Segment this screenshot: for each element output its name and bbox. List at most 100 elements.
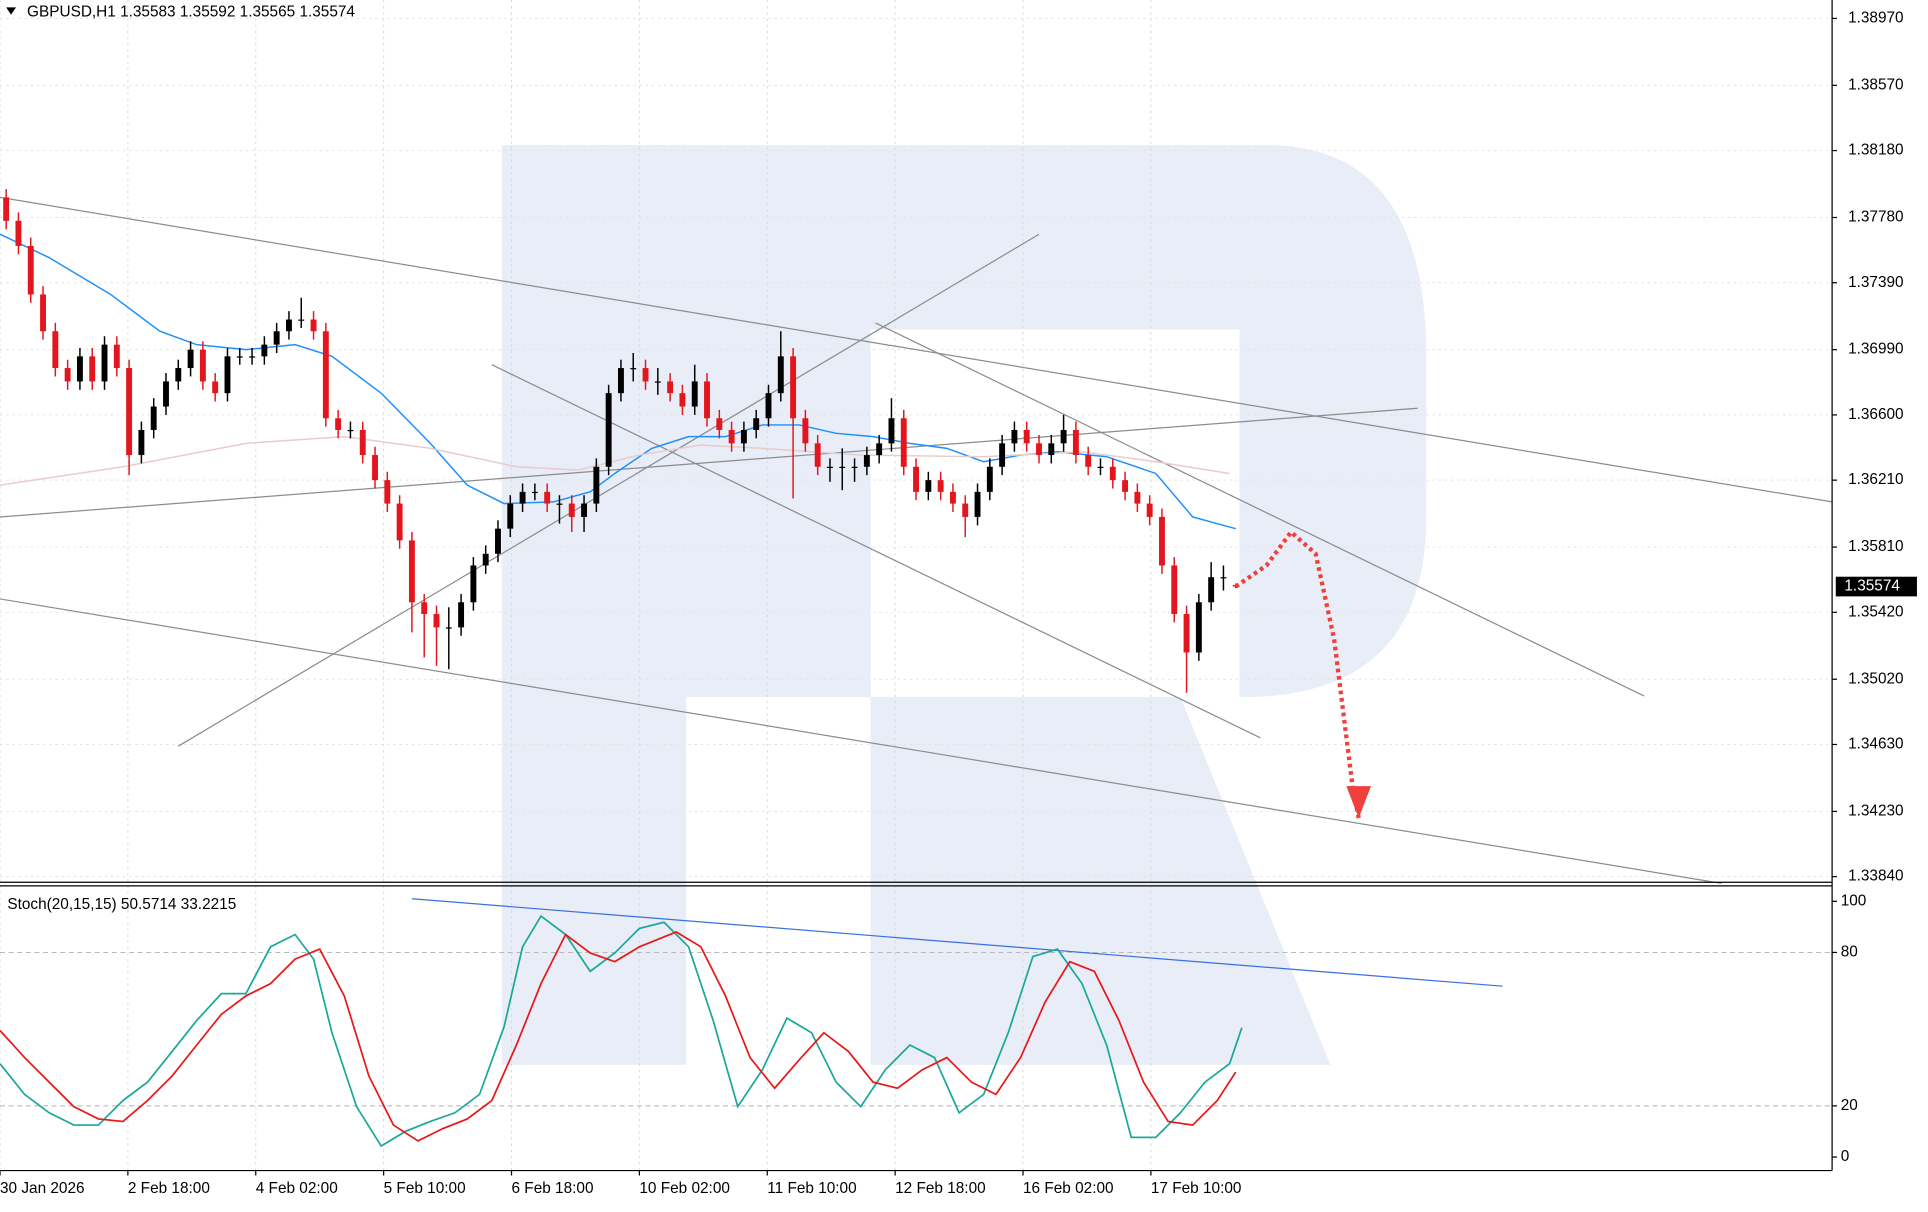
watermark-stem bbox=[501, 145, 687, 1065]
candle-body bbox=[851, 466, 858, 468]
candle-body bbox=[1195, 602, 1202, 653]
x-tick-label: 4 Feb 02:00 bbox=[256, 1180, 338, 1197]
candle-body bbox=[1159, 516, 1165, 566]
y-tick-label: 1.33840 bbox=[1848, 868, 1904, 885]
candle-body bbox=[925, 480, 932, 492]
y-tick-label: 0 bbox=[1841, 1148, 1850, 1165]
symbol-menu-icon bbox=[6, 7, 16, 15]
last-price-box bbox=[1835, 576, 1917, 597]
candle-body bbox=[1109, 466, 1116, 481]
candle-body bbox=[507, 503, 514, 529]
candle-body bbox=[790, 356, 797, 419]
candle-body bbox=[1183, 613, 1190, 653]
candle-body bbox=[839, 466, 846, 468]
candle-body bbox=[150, 406, 157, 430]
y-tick-label: 1.36210 bbox=[1848, 471, 1904, 488]
candle-body bbox=[691, 381, 698, 407]
candle-body bbox=[495, 528, 501, 554]
candle-body bbox=[310, 319, 317, 332]
candle-body bbox=[568, 503, 575, 517]
candle-body bbox=[470, 565, 477, 603]
candle-body bbox=[1072, 429, 1079, 456]
x-tick-label: 6 Feb 18:00 bbox=[512, 1180, 594, 1197]
candle-body bbox=[408, 540, 415, 603]
candle-body bbox=[802, 418, 809, 444]
forecast-arrowhead bbox=[1346, 786, 1371, 819]
candle-body bbox=[1122, 480, 1129, 492]
last-price-label: 1.35574 bbox=[1844, 578, 1900, 595]
candle-body bbox=[913, 466, 919, 492]
x-tick-label: 30 Jan 2026 bbox=[0, 1180, 85, 1197]
candle-body bbox=[175, 368, 182, 382]
candle-body bbox=[937, 480, 944, 492]
y-tick-label: 20 bbox=[1841, 1097, 1858, 1114]
candle-body bbox=[814, 443, 821, 467]
candle-body bbox=[753, 418, 760, 430]
x-tick-label: 5 Feb 10:00 bbox=[384, 1180, 466, 1197]
indicator-title: Stoch(20,15,15) 50.5714 33.2215 bbox=[7, 896, 236, 913]
candle-body bbox=[335, 418, 342, 430]
candle-body bbox=[396, 503, 403, 541]
candle-body bbox=[728, 429, 735, 444]
candle-body bbox=[1171, 565, 1178, 614]
candle-body bbox=[556, 503, 563, 505]
watermark bbox=[501, 145, 1427, 1065]
candle-body bbox=[286, 319, 292, 332]
candle-body bbox=[76, 356, 83, 382]
candle-body bbox=[642, 368, 649, 382]
candle-body bbox=[482, 553, 489, 566]
candle-body bbox=[863, 455, 870, 467]
y-tick-label: 1.36990 bbox=[1848, 341, 1904, 358]
candle-body bbox=[1048, 443, 1055, 456]
candle-body bbox=[27, 245, 34, 295]
candle-body bbox=[64, 368, 71, 382]
y-tick-label: 1.38570 bbox=[1848, 76, 1904, 93]
candle-body bbox=[384, 480, 391, 504]
trend-line bbox=[411, 898, 1503, 987]
candle-body bbox=[986, 466, 993, 492]
candle-body bbox=[261, 344, 268, 357]
candle-body bbox=[962, 503, 969, 517]
candle-body bbox=[249, 356, 256, 358]
candle-body bbox=[531, 491, 538, 494]
candle-body bbox=[433, 613, 440, 628]
candle-body bbox=[1097, 466, 1104, 468]
candle-body bbox=[163, 381, 169, 407]
candle-body bbox=[1011, 429, 1018, 444]
candle-body bbox=[544, 491, 551, 504]
chart-title: GBPUSD,H1 1.35583 1.35592 1.35565 1.3557… bbox=[27, 3, 355, 20]
candle-body bbox=[888, 418, 895, 444]
candle-body bbox=[445, 627, 452, 629]
oscillator-line bbox=[0, 931, 1237, 1142]
trend-line bbox=[875, 322, 1645, 697]
candle-body bbox=[199, 349, 206, 382]
candle-body bbox=[667, 381, 674, 394]
y-tick-label: 1.37390 bbox=[1848, 274, 1904, 291]
candle-body bbox=[298, 319, 305, 321]
candle-body bbox=[113, 344, 120, 369]
candle-body bbox=[949, 491, 956, 504]
candle-body bbox=[187, 349, 194, 369]
candle-body bbox=[273, 331, 280, 345]
candle-body bbox=[101, 344, 108, 382]
y-tick-label: 1.37780 bbox=[1848, 209, 1904, 226]
candle-body bbox=[630, 368, 637, 370]
candle-body bbox=[1146, 503, 1153, 517]
y-tick-label: 1.35020 bbox=[1848, 670, 1904, 687]
candle-body bbox=[617, 368, 624, 394]
candle-body bbox=[519, 491, 526, 504]
candle-body bbox=[1036, 443, 1042, 456]
candle-body bbox=[605, 393, 612, 467]
candle-body bbox=[876, 443, 883, 456]
x-tick-label: 12 Feb 18:00 bbox=[895, 1180, 986, 1197]
candle-body bbox=[679, 393, 686, 407]
trend-line bbox=[0, 196, 1833, 503]
y-tick-label: 1.34230 bbox=[1848, 802, 1904, 819]
candle-body bbox=[212, 381, 219, 394]
candle-body bbox=[1060, 429, 1067, 444]
candle-body bbox=[1023, 429, 1030, 444]
candle-body bbox=[974, 491, 981, 517]
y-tick-label: 1.34630 bbox=[1848, 736, 1904, 753]
candle-body bbox=[15, 220, 22, 246]
